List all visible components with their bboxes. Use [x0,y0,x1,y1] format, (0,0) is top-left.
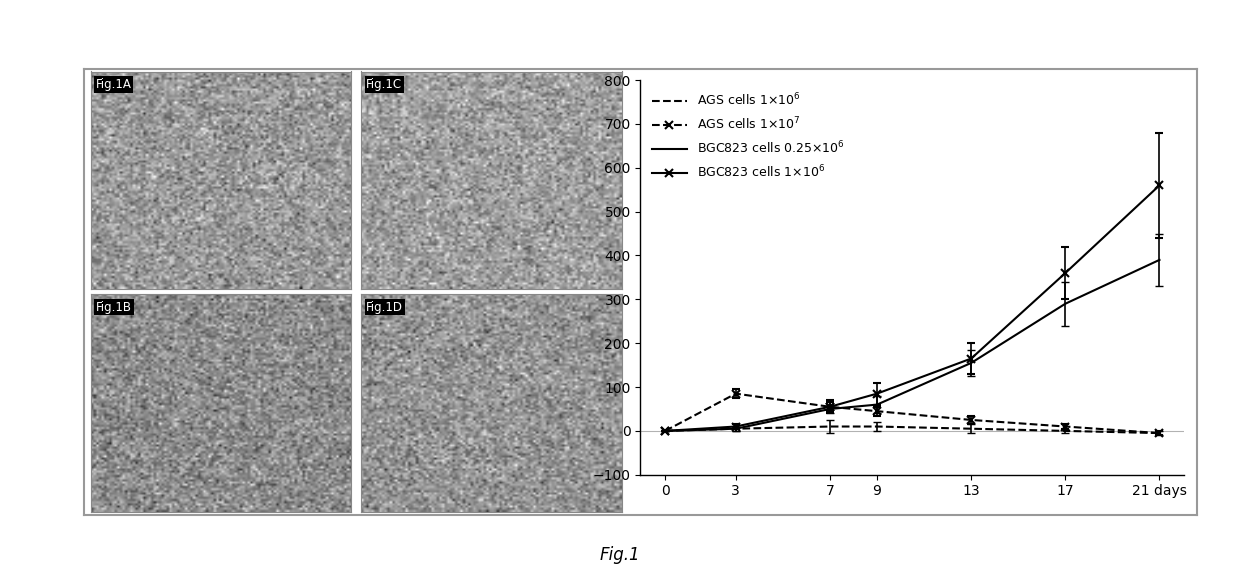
Text: Fig.1D: Fig.1D [366,300,403,313]
Text: Fig.1A: Fig.1A [95,78,131,91]
Text: Fig.1B: Fig.1B [95,300,131,313]
Text: Fig.1C: Fig.1C [366,78,403,91]
Text: Fig.1: Fig.1 [600,546,640,564]
Legend: AGS cells 1×10$^6$, AGS cells 1×10$^7$, BGC823 cells 0.25×10$^6$, BGC823 cells 1: AGS cells 1×10$^6$, AGS cells 1×10$^7$, … [647,86,849,185]
